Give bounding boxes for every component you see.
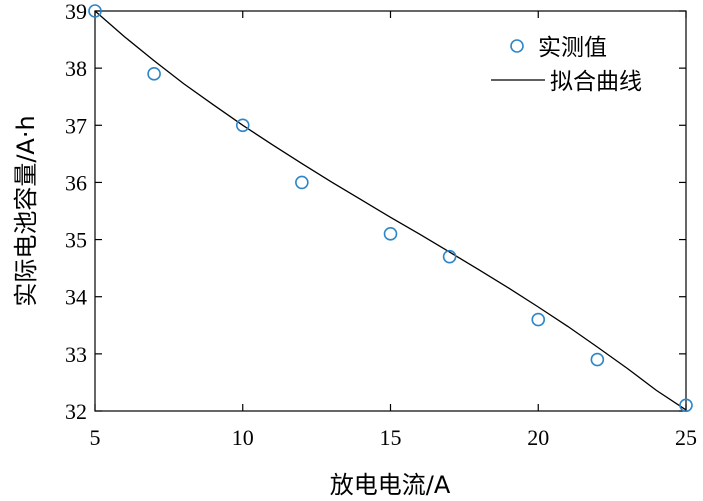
x-tick-label-3: 20 [527, 425, 549, 450]
legend-label-fit: 拟合曲线 [550, 69, 642, 95]
data-point-5 [442, 249, 457, 264]
x-tick-label-1: 10 [232, 425, 254, 450]
legend: 实测值 拟合曲线 [491, 35, 642, 95]
x-tick-label-4: 25 [675, 425, 697, 450]
y-tick-label-3: 35 [65, 228, 87, 253]
x-tick-label-0: 5 [90, 425, 101, 450]
data-point-1 [147, 67, 161, 81]
legend-marker-measured [510, 39, 524, 53]
fit-curve [94, 10, 687, 411]
data-point-2 [235, 118, 250, 133]
legend-label-measured: 实测值 [538, 35, 607, 61]
y-tick-label-5: 37 [65, 113, 87, 138]
x-axis-title: 放电电流/A [330, 471, 451, 499]
data-point-0 [88, 4, 102, 18]
y-tick-label-4: 36 [65, 170, 87, 195]
y-tick-label-0: 32 [65, 399, 87, 424]
y-axis-title: 实际电池容量/A·h [12, 115, 40, 306]
y-tick-label-1: 33 [65, 342, 87, 367]
plot-area [94, 10, 687, 412]
data-point-3 [295, 175, 309, 190]
data-point-8 [679, 398, 693, 413]
data-points [88, 4, 693, 413]
tick-labels: 5 10 15 20 25 32 33 34 35 36 37 38 39 [65, 0, 697, 450]
data-point-6 [531, 312, 546, 327]
y-tick-label-7: 39 [65, 0, 87, 24]
data-point-4 [383, 227, 398, 241]
y-tick-label-2: 34 [65, 285, 87, 310]
y-tick-label-6: 38 [65, 56, 87, 81]
x-tick-label-2: 15 [380, 425, 402, 450]
data-point-7 [590, 352, 605, 367]
